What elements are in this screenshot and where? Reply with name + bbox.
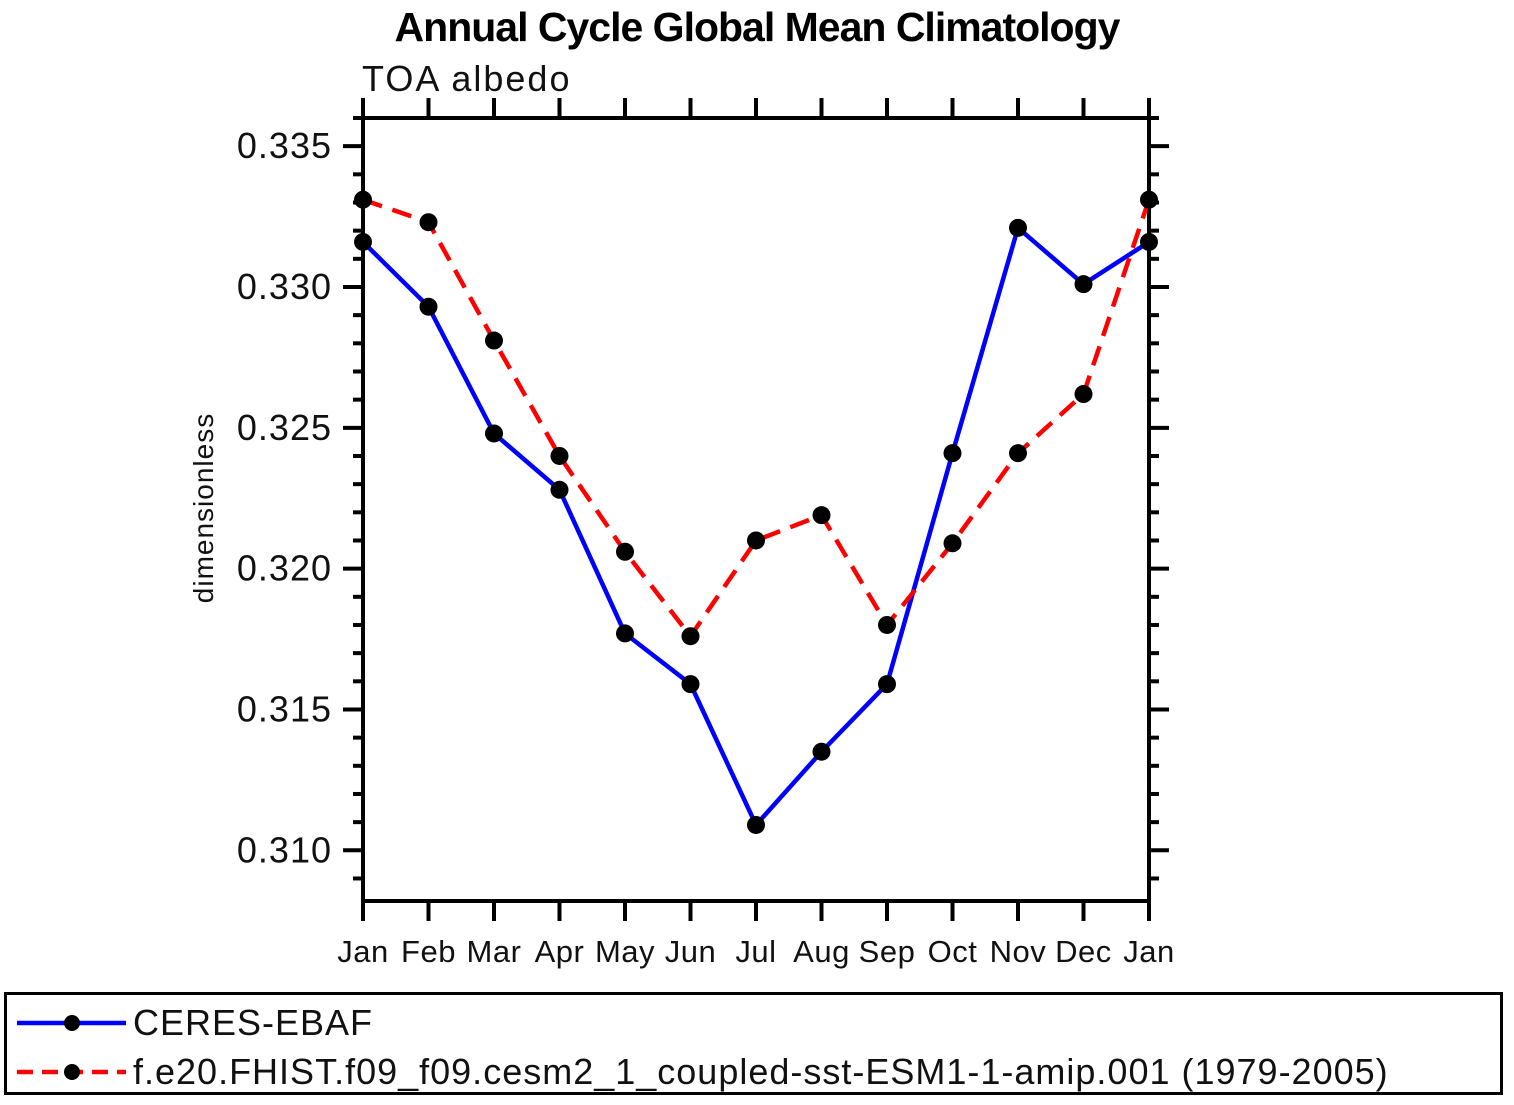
data-point-marker — [812, 506, 831, 525]
y-tick-label: 0.315 — [237, 688, 332, 729]
data-point-marker — [1140, 190, 1158, 209]
data-point-marker — [878, 615, 896, 634]
chart-subtitle: TOA albedo — [362, 58, 572, 99]
legend-label: f.e20.FHIST.f09_f09.cesm2_1_coupled-sst-… — [133, 1051, 1389, 1092]
x-tick-label: Dec — [1055, 934, 1112, 969]
x-tick-label: Jun — [665, 934, 716, 969]
y-tick-label: 0.330 — [237, 266, 332, 307]
plot-frame — [361, 116, 1151, 903]
data-point-marker — [1140, 232, 1158, 251]
data-point-marker — [1074, 385, 1093, 404]
data-point-marker — [485, 331, 503, 350]
data-point-marker — [812, 742, 831, 761]
x-tick-label: Nov — [990, 934, 1047, 969]
data-point-marker — [747, 531, 765, 550]
data-point-marker — [485, 424, 503, 443]
legend-line-sample-dashed — [17, 1064, 126, 1080]
x-tick-label: Apr — [535, 934, 585, 969]
data-point-marker — [681, 675, 700, 694]
legend: CERES-EBAF f.e20.FHIST.f09_f09.cesm2_1_c… — [4, 992, 1503, 1095]
x-tick-label: Mar — [467, 934, 522, 969]
x-tick-label: Jan — [337, 934, 388, 969]
x-tick-label: Jan — [1123, 934, 1174, 969]
data-point-marker — [419, 213, 438, 232]
x-tick-label: Oct — [928, 934, 978, 969]
y-tick-label: 0.325 — [237, 407, 332, 448]
x-tick-label: May — [595, 934, 655, 969]
data-point-marker — [616, 624, 634, 643]
legend-item-ceres-ebaf: CERES-EBAF — [15, 1002, 374, 1043]
y-tick-label: 0.320 — [237, 548, 332, 589]
data-point-marker — [419, 297, 438, 316]
x-tick-label: Sep — [859, 934, 916, 969]
data-point-marker — [681, 627, 700, 646]
legend-dot-marker — [64, 1015, 80, 1031]
data-point-marker — [943, 444, 962, 463]
data-point-marker — [550, 480, 569, 499]
data-point-marker — [747, 815, 765, 834]
legend-label: CERES-EBAF — [133, 1002, 374, 1043]
series-line-model-run — [362, 197, 1152, 641]
y-tick-label: 0.310 — [237, 829, 332, 870]
data-point-marker — [354, 232, 372, 251]
legend-line-sample-solid — [17, 1015, 126, 1031]
legend-dot-marker — [64, 1064, 80, 1080]
data-point-marker — [1009, 444, 1027, 463]
x-tick-label: Aug — [793, 934, 850, 969]
data-point-marker — [1074, 275, 1093, 294]
series-line-ceres-ebaf — [361, 223, 1151, 829]
data-point-marker — [1009, 218, 1027, 237]
x-tick-label: Jul — [735, 934, 776, 969]
x-tick-label: Feb — [401, 934, 456, 969]
data-point-marker — [550, 446, 569, 465]
data-point-marker — [616, 542, 634, 561]
data-point-marker — [878, 675, 896, 694]
chart-title: Annual Cycle Global Mean Climatology — [394, 4, 1121, 50]
legend-item-model-run: f.e20.FHIST.f09_f09.cesm2_1_coupled-sst-… — [15, 1051, 1389, 1092]
y-tick-label: 0.335 — [237, 125, 332, 166]
data-point-marker — [943, 534, 962, 553]
data-point-marker — [354, 190, 372, 209]
